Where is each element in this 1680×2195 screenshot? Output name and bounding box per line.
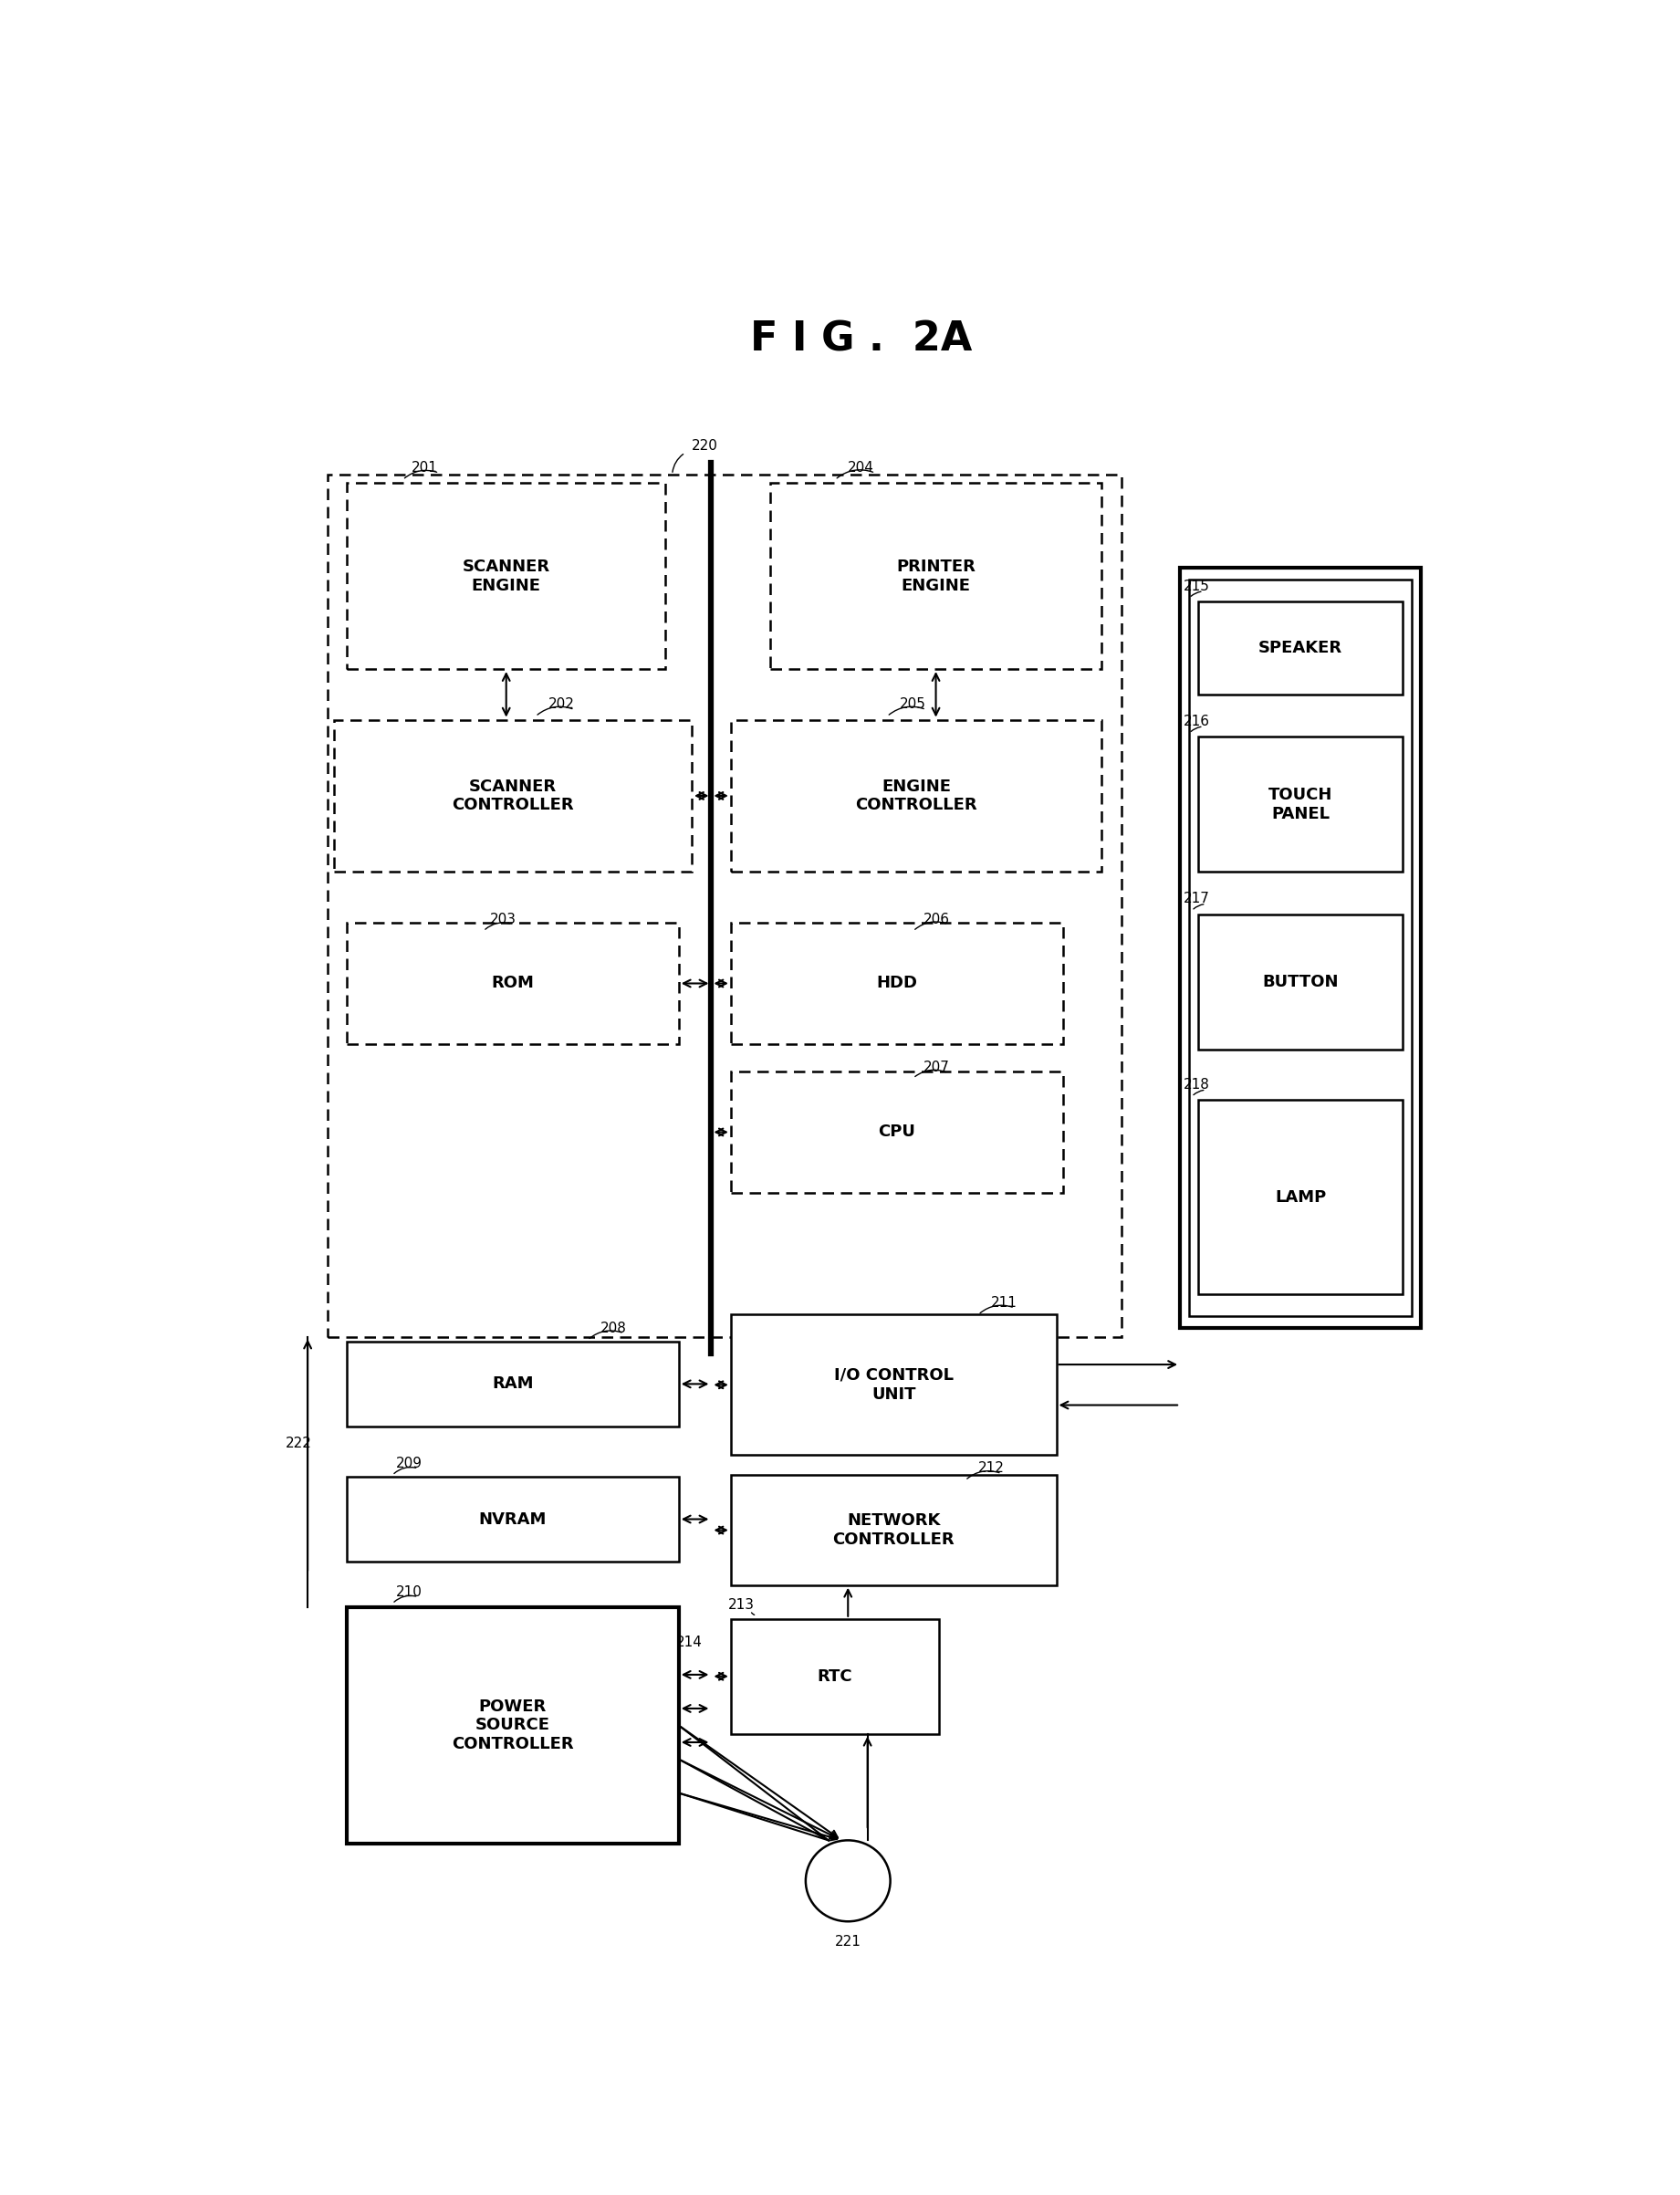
Bar xyxy=(1198,1100,1403,1295)
Text: SPEAKER: SPEAKER xyxy=(1258,639,1342,656)
Text: SCANNER
ENGINE: SCANNER ENGINE xyxy=(462,558,549,595)
Bar xyxy=(731,1315,1057,1455)
Text: 214: 214 xyxy=(675,1635,702,1648)
Text: NVRAM: NVRAM xyxy=(479,1510,546,1528)
Text: 213: 213 xyxy=(727,1598,754,1611)
Text: 202: 202 xyxy=(548,698,575,711)
Text: 221: 221 xyxy=(835,1934,862,1949)
Text: 206: 206 xyxy=(924,913,949,926)
Text: ROM: ROM xyxy=(491,975,534,992)
Bar xyxy=(328,474,1122,1337)
Bar xyxy=(346,1607,679,1844)
Text: 209: 209 xyxy=(396,1457,423,1471)
Text: 207: 207 xyxy=(924,1060,949,1076)
Text: F I G .  2A: F I G . 2A xyxy=(749,320,973,360)
Text: TOUCH
PANEL: TOUCH PANEL xyxy=(1268,786,1332,821)
Text: 204: 204 xyxy=(848,461,874,474)
Bar xyxy=(1198,913,1403,1049)
Bar xyxy=(731,922,1063,1045)
Text: 218: 218 xyxy=(1184,1078,1210,1091)
Text: PRINTER
ENGINE: PRINTER ENGINE xyxy=(895,558,976,595)
Bar xyxy=(731,720,1102,871)
Text: HDD: HDD xyxy=(877,975,917,992)
Bar xyxy=(731,1071,1063,1192)
Text: RTC: RTC xyxy=(818,1668,852,1684)
Bar xyxy=(346,922,679,1045)
Text: BUTTON: BUTTON xyxy=(1262,975,1339,990)
Bar xyxy=(769,483,1102,669)
Text: 216: 216 xyxy=(1184,716,1210,729)
Text: NETWORK
CONTROLLER: NETWORK CONTROLLER xyxy=(833,1512,954,1547)
Text: 222: 222 xyxy=(286,1436,312,1451)
Bar xyxy=(1189,579,1411,1317)
Text: 203: 203 xyxy=(491,913,516,926)
Text: 201: 201 xyxy=(412,461,438,474)
Bar xyxy=(731,1475,1057,1585)
Text: 215: 215 xyxy=(1184,579,1210,593)
Bar xyxy=(1198,601,1403,694)
Bar xyxy=(346,1341,679,1427)
Text: 220: 220 xyxy=(692,439,717,452)
Text: RAM: RAM xyxy=(492,1376,534,1392)
Text: LAMP: LAMP xyxy=(1275,1190,1326,1205)
Text: ENGINE
CONTROLLER: ENGINE CONTROLLER xyxy=(855,777,978,814)
Text: 205: 205 xyxy=(900,698,926,711)
Text: 210: 210 xyxy=(396,1585,423,1598)
Text: I/O CONTROL
UNIT: I/O CONTROL UNIT xyxy=(833,1367,953,1403)
Bar xyxy=(1198,738,1403,871)
Bar xyxy=(334,720,692,871)
Text: SCANNER
CONTROLLER: SCANNER CONTROLLER xyxy=(452,777,573,814)
Bar xyxy=(346,483,665,669)
Bar xyxy=(1179,569,1421,1328)
Text: POWER
SOURCE
CONTROLLER: POWER SOURCE CONTROLLER xyxy=(452,1699,573,1752)
Bar xyxy=(731,1620,939,1734)
Bar xyxy=(346,1477,679,1561)
Text: 217: 217 xyxy=(1184,891,1210,907)
Text: CPU: CPU xyxy=(879,1124,916,1141)
Text: 208: 208 xyxy=(601,1321,627,1335)
Text: 211: 211 xyxy=(991,1295,1018,1310)
Text: 212: 212 xyxy=(978,1462,1005,1475)
